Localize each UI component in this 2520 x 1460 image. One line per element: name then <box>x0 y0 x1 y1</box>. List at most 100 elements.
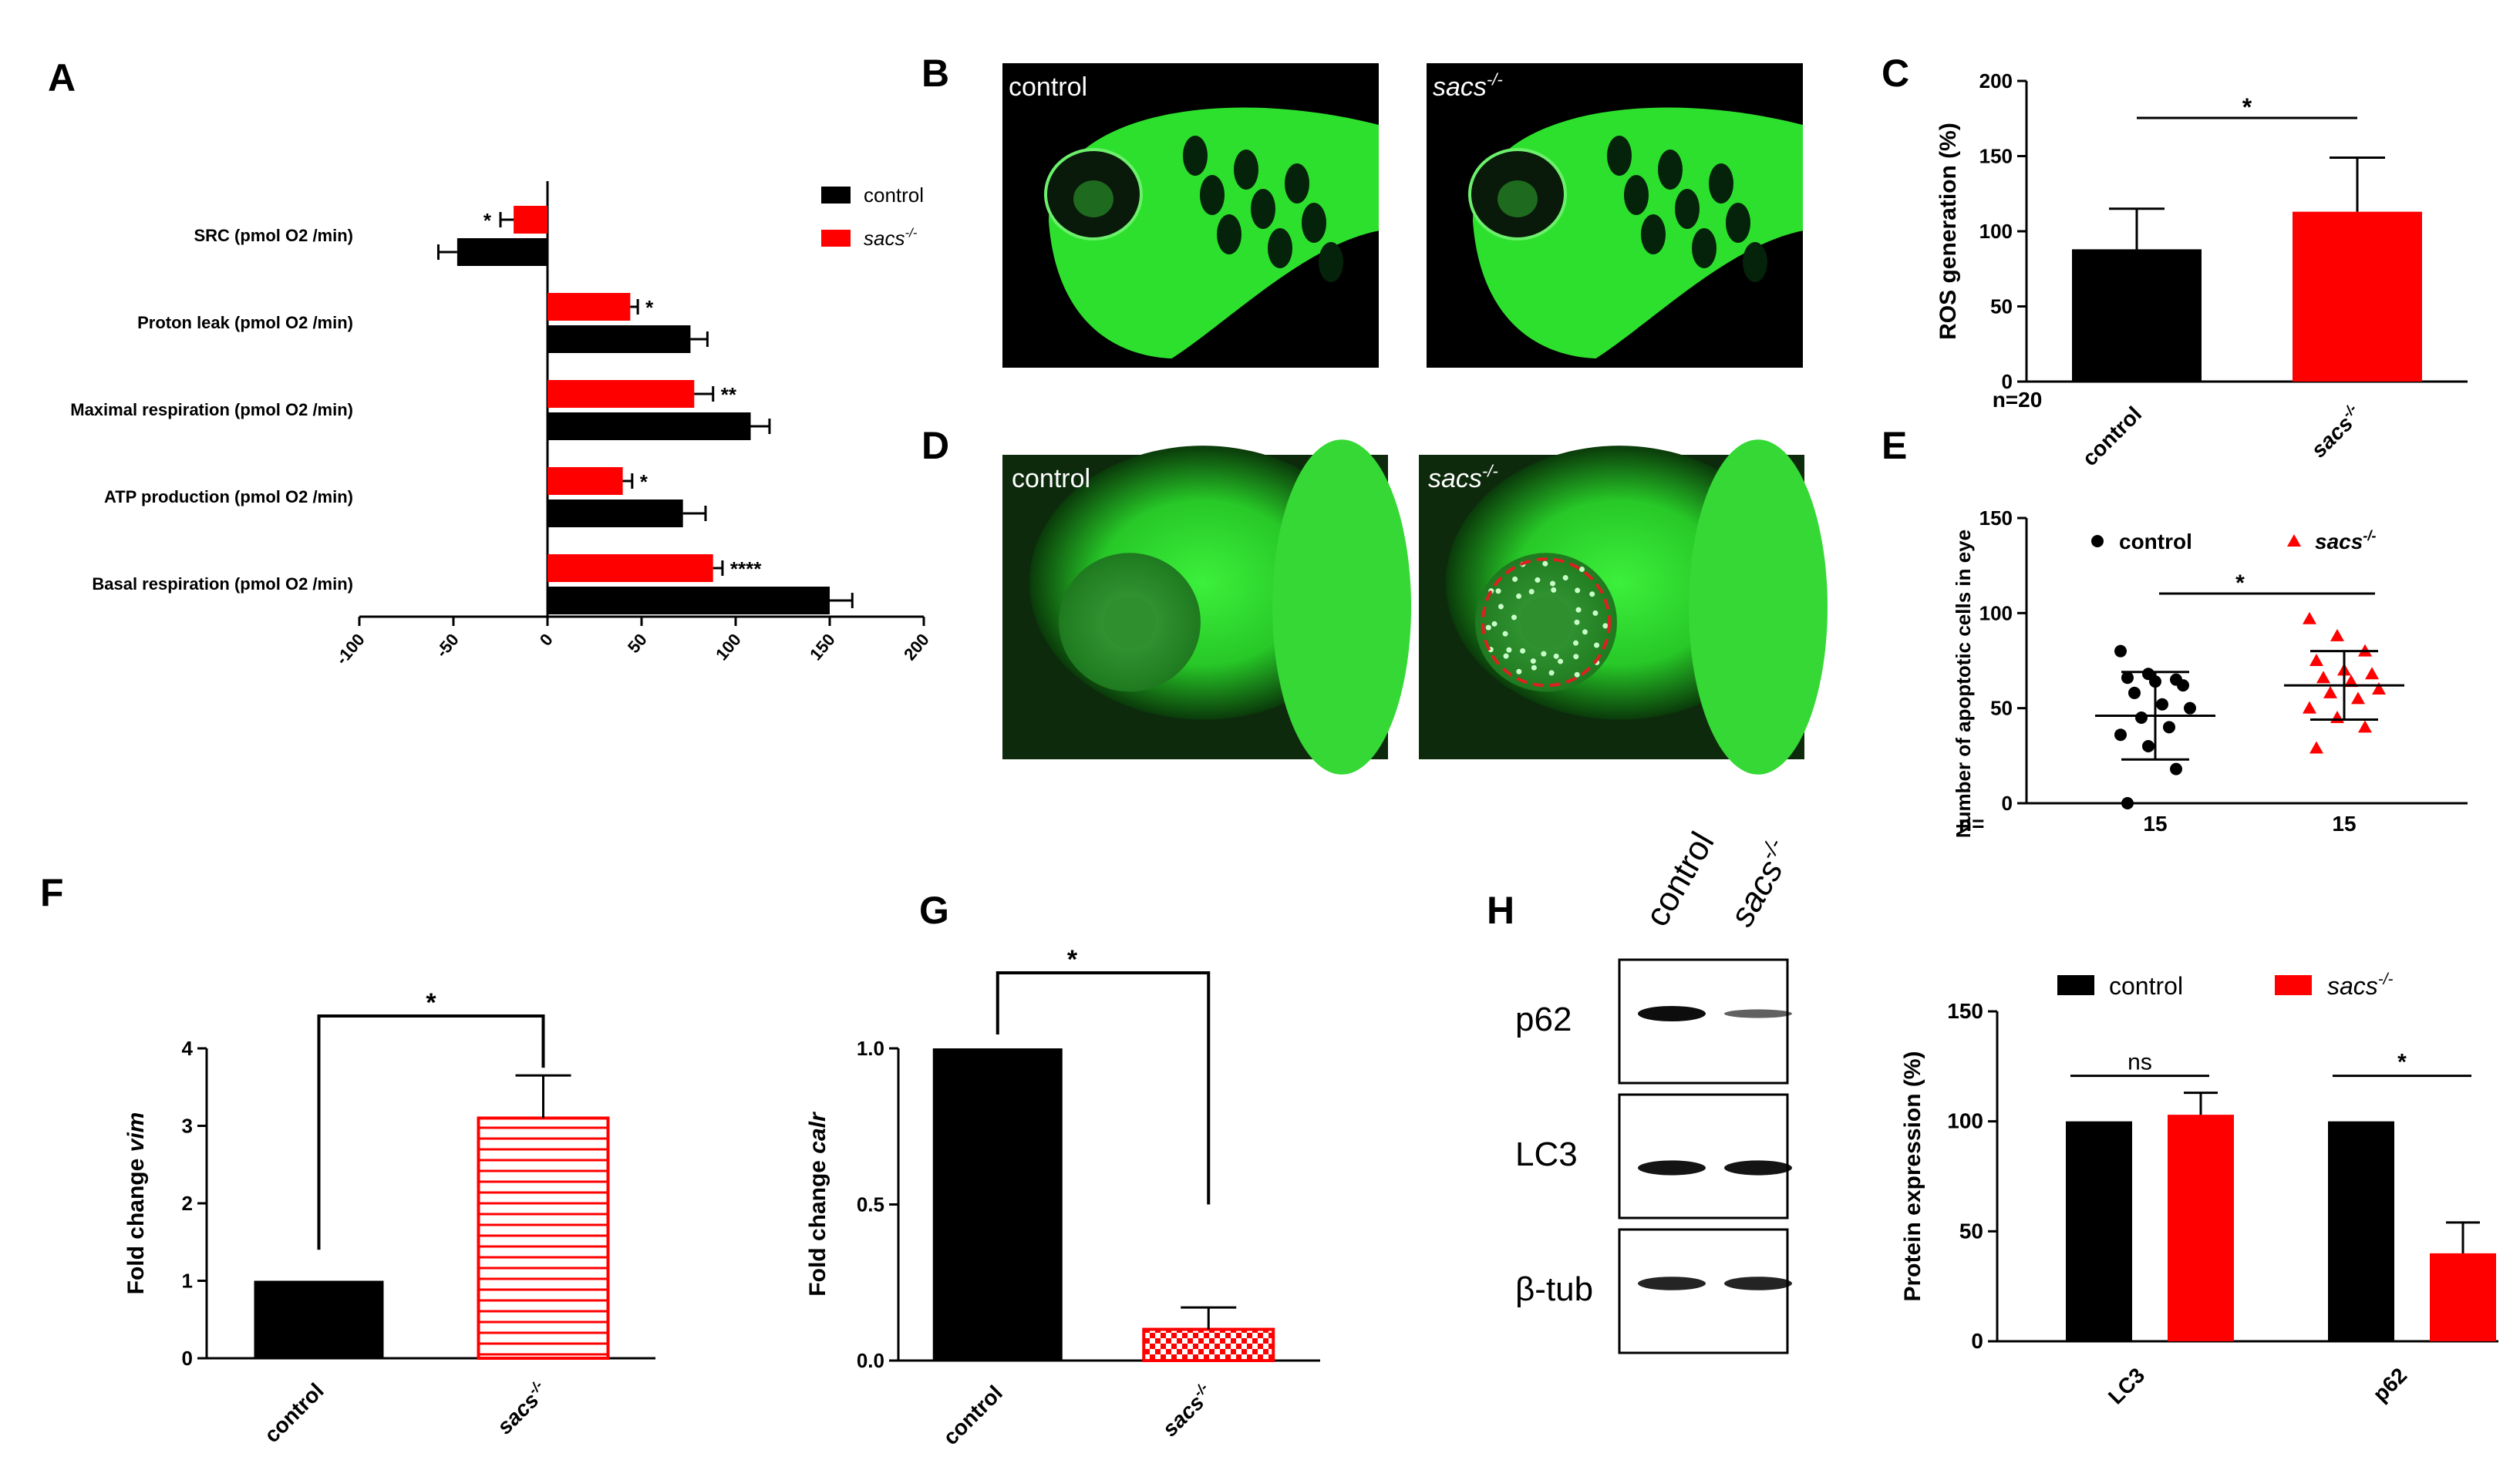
panel-c-chart: 0 50 100 150 200 ROS generation (%) control sac… <box>1935 69 2468 470</box>
pigment-spot <box>1319 242 1343 282</box>
data-point-sacs <box>2351 691 2365 705</box>
larva-lens <box>1520 596 1572 649</box>
data-point-sacs <box>2365 667 2379 680</box>
pigment-spot <box>1658 150 1683 190</box>
bar-sacs <box>2430 1253 2496 1341</box>
pigment-spot <box>1726 203 1750 243</box>
apoptotic-cell <box>1589 591 1595 597</box>
apoptotic-cell <box>1520 648 1526 654</box>
panel-letter-e: E <box>1882 424 1907 467</box>
category-label: Maximal respiration (pmol O2 /min) <box>70 400 353 419</box>
apoptotic-cell <box>1575 587 1581 594</box>
y-tick-label: 100 <box>1979 601 2013 624</box>
panel-g-chart: 0.0 0.5 1.0 Fold change calr control sacs-/- * <box>805 945 1320 1449</box>
significance-label: * <box>2397 1050 2407 1075</box>
bar-sacs <box>2293 211 2422 382</box>
panel-b-images: control sacs-/- <box>1002 63 1803 368</box>
apoptotic-cell <box>1503 653 1509 659</box>
apoptotic-cell <box>1578 566 1585 572</box>
x-tick-label-control: control <box>260 1378 328 1447</box>
y-tick-label: 100 <box>1979 220 2013 243</box>
data-point-sacs <box>2303 611 2316 624</box>
blot-row-label: LC3 <box>1515 1135 1578 1173</box>
significance-label: ** <box>721 383 737 406</box>
legend-swatch-sacs <box>2275 975 2312 995</box>
bar-sacs <box>1142 1327 1275 1362</box>
bar-control <box>547 587 830 614</box>
x-tick-label: -100 <box>332 630 368 668</box>
y-axis-label: ROS generation (%) <box>1935 123 1961 340</box>
pigment-spot <box>1692 228 1716 268</box>
pigment-spot <box>1217 214 1241 254</box>
data-point-control <box>2156 698 2168 711</box>
lane-label-sacs: sacs-/- <box>1720 834 1801 933</box>
larva-lens <box>1498 180 1538 217</box>
data-point-sacs <box>2344 674 2358 688</box>
y-tick-label: 0 <box>182 1347 193 1370</box>
significance-label: **** <box>730 557 762 580</box>
significance-label: * <box>2235 570 2245 596</box>
y-tick-label: 1 <box>182 1270 193 1293</box>
n-value: 15 <box>2332 812 2356 836</box>
lane-label-control: control <box>1638 826 1721 933</box>
y-tick-label: 150 <box>1979 506 2013 530</box>
bar-sacs <box>547 293 631 321</box>
y-tick-label: 50 <box>1990 295 2013 318</box>
bar-control <box>547 325 691 353</box>
y-tick-label: 0.0 <box>857 1349 884 1372</box>
blot-band <box>1724 1160 1792 1176</box>
data-point-control <box>2184 701 2196 715</box>
pigment-spot <box>1268 228 1292 268</box>
apoptotic-cell <box>1485 624 1491 631</box>
y-tick-label: 1.0 <box>857 1037 884 1060</box>
category-label: SRC (pmol O2 /min) <box>194 226 353 245</box>
blot-row-label: p62 <box>1515 1001 1572 1038</box>
panel-b-image-sacs: sacs-/- <box>1427 63 1803 368</box>
n-value: 15 <box>2143 812 2167 836</box>
data-point-sacs <box>2372 682 2386 695</box>
category-label: Basal respiration (pmol O2 /min) <box>92 574 353 594</box>
y-tick-label: 2 <box>182 1192 193 1215</box>
larva-lens <box>1073 180 1113 217</box>
larva-lens <box>1103 596 1156 649</box>
data-point-control <box>2135 711 2148 724</box>
y-tick-label: 0 <box>1971 1329 1983 1353</box>
n-prefix: n= <box>1959 812 1984 836</box>
panel-a-chart: -100 -50 0 50 100 150 200 SRC (pmol O2 /min) * Pr… <box>70 181 933 668</box>
panel-letter-f: F <box>40 871 64 914</box>
significance-bracket <box>317 1014 545 1250</box>
pigment-spot <box>1743 242 1767 282</box>
x-tick-label-control: control <box>938 1381 1007 1449</box>
pigment-spot <box>1641 214 1666 254</box>
x-tick-label-sacs: sacs-/- <box>2306 401 2367 463</box>
x-tick-label: 50 <box>624 630 651 657</box>
pigment-spot <box>1675 189 1700 229</box>
panel-d-image-sacs: sacs-/- <box>1419 439 1828 775</box>
y-axis-label: Number of apoptotic cells in eye <box>1952 530 1975 838</box>
apoptotic-cell <box>1592 610 1599 616</box>
x-tick-label-sacs: sacs-/- <box>491 1378 553 1439</box>
data-point-sacs <box>2303 701 2316 714</box>
blot-band <box>1724 1277 1792 1290</box>
y-tick-label: 50 <box>1990 697 2013 720</box>
legend-label-control: control <box>2109 972 2183 1000</box>
data-point-sacs <box>2330 711 2344 723</box>
apoptotic-cell <box>1553 653 1559 659</box>
data-point-control <box>2142 740 2154 752</box>
x-tick-label: p62 <box>2368 1363 2411 1406</box>
pigment-spot <box>1251 189 1275 229</box>
apoptotic-cell <box>1491 621 1498 627</box>
data-point-control <box>2128 686 2141 699</box>
apoptotic-cell <box>1573 640 1579 646</box>
data-point-sacs <box>2309 654 2323 666</box>
apoptotic-cell <box>1574 671 1580 678</box>
pigment-spot <box>1200 175 1225 215</box>
apoptotic-cell <box>1535 577 1541 583</box>
panel-letter-g: G <box>919 889 949 932</box>
larva-trunk <box>1272 439 1411 775</box>
legend-marker-sacs <box>2287 534 2301 547</box>
apoptotic-cell <box>1511 614 1517 621</box>
bar-control <box>2328 1121 2394 1341</box>
bar-control <box>547 500 683 527</box>
